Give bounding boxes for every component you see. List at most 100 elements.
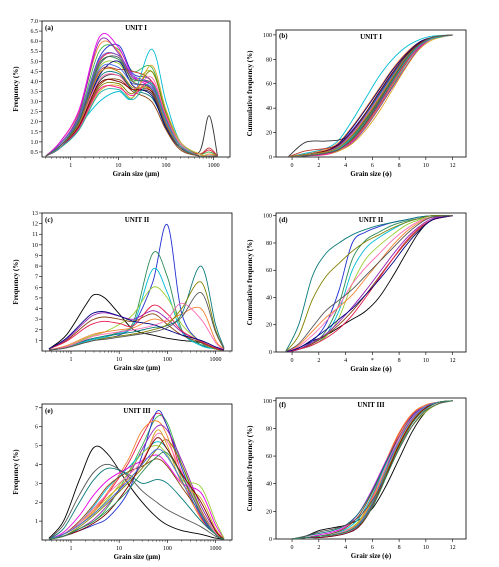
series-line bbox=[285, 215, 453, 352]
series-line bbox=[292, 400, 453, 539]
series-line bbox=[48, 302, 225, 351]
panel-label: (a) bbox=[45, 24, 54, 32]
series-line bbox=[287, 34, 453, 157]
x-tick-label: 1 bbox=[70, 357, 73, 363]
series-group bbox=[284, 215, 453, 352]
series-line bbox=[292, 400, 453, 539]
x-tick-label: 1 bbox=[69, 163, 72, 169]
x-axis-label: Grair size (ϕ) bbox=[351, 552, 392, 560]
y-tick-label: 40 bbox=[266, 106, 272, 112]
series-line bbox=[287, 34, 453, 157]
y-tick-label: 6 bbox=[35, 425, 38, 431]
y-tick-label: 3 bbox=[35, 317, 38, 323]
series-line bbox=[292, 400, 453, 539]
series-line bbox=[287, 34, 453, 157]
y-tick-label: 2.5 bbox=[31, 110, 39, 116]
y-tick-label: 40 bbox=[266, 482, 272, 488]
series-line bbox=[287, 34, 453, 157]
y-tick-label: 0 bbox=[269, 350, 272, 356]
series-group bbox=[48, 224, 225, 351]
series-line bbox=[287, 34, 453, 157]
plot-frame bbox=[41, 403, 233, 541]
series-line bbox=[287, 34, 453, 157]
y-axis-label: Cummulative frequency (%) bbox=[246, 425, 254, 511]
series-line bbox=[292, 400, 453, 539]
series-line bbox=[292, 400, 453, 539]
series-line bbox=[285, 215, 453, 352]
series-line bbox=[285, 215, 453, 352]
y-tick-label: 1 bbox=[35, 338, 38, 344]
series-line bbox=[292, 400, 453, 539]
y-tick-label: 4.5 bbox=[31, 69, 39, 75]
y-tick-label: 1.5 bbox=[31, 130, 39, 136]
series-line bbox=[48, 448, 225, 540]
series-line bbox=[285, 215, 453, 352]
series-group bbox=[48, 410, 225, 540]
y-tick-label: 6.0 bbox=[31, 39, 39, 45]
y-tick-label: 7 bbox=[35, 275, 38, 281]
series-line bbox=[48, 267, 225, 351]
series-line bbox=[45, 55, 218, 157]
series-line bbox=[45, 60, 218, 157]
series-line bbox=[285, 215, 453, 352]
y-tick-label: 20 bbox=[266, 323, 272, 329]
y-tick-label: 6.5 bbox=[31, 29, 39, 35]
series-line bbox=[285, 215, 453, 352]
y-tick-label: 5 bbox=[35, 296, 38, 302]
series-line bbox=[45, 67, 218, 157]
y-tick-label: 5.5 bbox=[31, 49, 39, 55]
y-tick-label: 4 bbox=[35, 307, 38, 313]
series-line bbox=[284, 215, 453, 352]
series-group bbox=[287, 34, 453, 157]
series-line bbox=[45, 52, 218, 157]
y-tick-label: 7.0 bbox=[31, 19, 39, 25]
panel-label: (f) bbox=[279, 401, 287, 409]
x-axis-label: Grain size (µm) bbox=[114, 364, 161, 372]
y-tick-label: 5.0 bbox=[31, 59, 39, 65]
y-tick-label: 5 bbox=[35, 444, 38, 450]
series-line bbox=[287, 34, 453, 157]
x-tick-label: 10 bbox=[423, 545, 429, 551]
y-tick-label: 40 bbox=[266, 295, 272, 301]
plot-frame bbox=[41, 212, 233, 352]
y-tick-label: 9 bbox=[35, 253, 38, 259]
chart-title: UNIT III bbox=[123, 407, 151, 415]
panel-label: (b) bbox=[279, 32, 288, 40]
y-tick-label: 10 bbox=[32, 243, 38, 249]
series-line bbox=[292, 400, 453, 539]
panel-a: 1 10 100 1000 0.5 1.0 1.5 2.0 2.5 3.0 3.5 4.0 4.5 5.0… bbox=[12, 19, 231, 178]
y-tick-label: 80 bbox=[266, 426, 272, 432]
x-tick-label: 4 bbox=[344, 545, 347, 551]
y-axis-label: Cummulative frequency (%) bbox=[246, 239, 254, 325]
series-line bbox=[287, 34, 453, 157]
series-line bbox=[48, 304, 225, 351]
series-line bbox=[287, 34, 453, 157]
series-line bbox=[48, 432, 225, 540]
series-line bbox=[287, 34, 453, 157]
y-tick-label: 6 bbox=[35, 285, 38, 291]
series-line bbox=[45, 82, 218, 157]
y-axis-label: Frequency (%) bbox=[12, 449, 20, 495]
y-tick-label: 3 bbox=[35, 481, 38, 487]
y-axis-label: Cummulative frequency (%) bbox=[246, 50, 254, 136]
x-axis-label: Grain size (µm) bbox=[113, 170, 160, 178]
plot-frame bbox=[41, 20, 231, 158]
series-line bbox=[45, 78, 218, 157]
series-line bbox=[45, 51, 218, 157]
x-tick-label: 10 bbox=[115, 163, 121, 169]
y-tick-label: 3.5 bbox=[31, 90, 39, 96]
series-line bbox=[287, 34, 453, 157]
x-tick-label: 4 bbox=[344, 358, 347, 364]
panel-label: (e) bbox=[45, 407, 53, 415]
series-line bbox=[287, 34, 453, 157]
x-tick-label: 2 bbox=[317, 545, 320, 551]
y-tick-label: 100 bbox=[263, 214, 272, 220]
y-tick-label: 20 bbox=[266, 509, 272, 515]
series-line bbox=[48, 451, 225, 540]
series-line bbox=[48, 265, 225, 351]
series-line bbox=[285, 215, 453, 352]
x-tick-label: 12 bbox=[450, 358, 456, 364]
y-axis-label: Frequency (%) bbox=[12, 259, 20, 305]
series-line bbox=[287, 34, 453, 157]
